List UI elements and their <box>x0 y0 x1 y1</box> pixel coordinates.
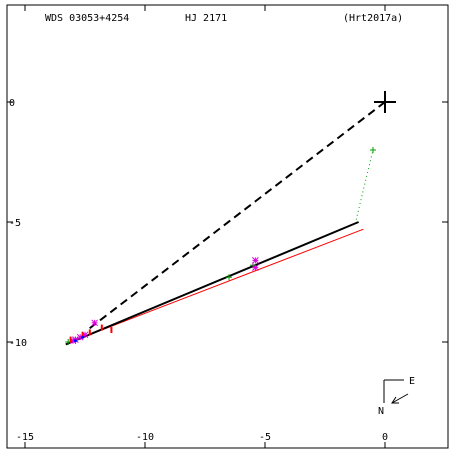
fit-lines <box>65 101 386 346</box>
compass-icon: E N <box>378 376 415 417</box>
data-points <box>65 147 376 345</box>
x-tick-label: -15 <box>16 432 34 443</box>
asterisk-marker <box>91 319 98 327</box>
linear-fit-line <box>70 228 364 343</box>
x-tick-label: 0 <box>382 432 388 443</box>
dot-marker <box>73 339 77 343</box>
plus-marker <box>370 147 376 153</box>
asterisk-marker <box>252 257 259 264</box>
asterisk-marker <box>252 264 259 271</box>
y-tick-label: 0 <box>9 98 15 109</box>
plus-marker <box>226 274 232 281</box>
header-discoverer: HJ 2171 <box>185 13 227 24</box>
line-of-nodes <box>86 101 386 331</box>
plot-frame <box>6 4 449 449</box>
y-tick-label: -5 <box>9 218 21 229</box>
header-wds: WDS 03053+4254 <box>45 13 129 24</box>
compass-east-label: E <box>409 376 415 387</box>
x-tick-label: -10 <box>136 432 154 443</box>
header-reference: (Hrt2017a) <box>343 13 403 24</box>
primary-star <box>374 91 396 113</box>
y-tick-label: -10 <box>9 338 27 349</box>
x-axis: -15 -10 -5 0 <box>16 5 388 448</box>
x-tick-label: -5 <box>259 432 271 443</box>
dot-marker <box>81 335 85 339</box>
orbit-fit-line <box>65 221 359 346</box>
compass-north-label: N <box>378 406 384 417</box>
y-axis: 0 -5 -10 <box>7 98 448 349</box>
